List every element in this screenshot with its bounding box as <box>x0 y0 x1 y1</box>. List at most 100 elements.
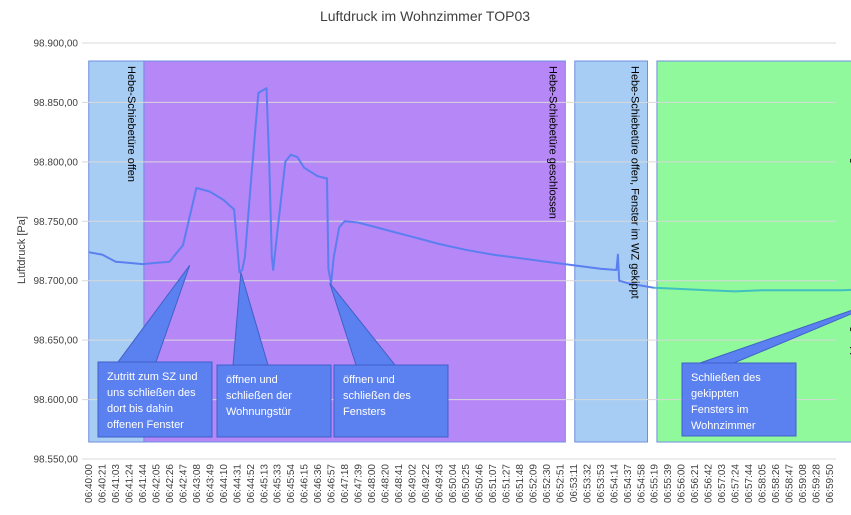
x-tick-label: 06:51:07 <box>488 464 499 503</box>
x-tick-label: 06:50:25 <box>461 464 472 503</box>
x-tick-label: 06:41:44 <box>138 464 149 503</box>
x-tick-label: 06:57:44 <box>744 464 755 503</box>
x-tick-label: 06:42:05 <box>152 464 163 503</box>
x-tick-label: 06:56:42 <box>704 464 715 503</box>
x-tick-label: 06:57:03 <box>717 464 728 503</box>
x-tick-label: 06:41:24 <box>125 464 136 503</box>
x-tick-label: 06:48:20 <box>380 464 391 503</box>
callout-text: Wohnungstür <box>226 406 292 418</box>
x-tick-label: 06:58:26 <box>771 464 782 503</box>
x-tick-label: 06:59:50 <box>825 464 836 503</box>
y-tick-label: 98.700,00 <box>34 276 79 287</box>
region-label-1: Hebe-Schiebetüre geschlossen <box>546 66 558 219</box>
y-tick-label: 98.850,00 <box>34 98 79 109</box>
region-label-3: Hebe-Schiebetüre geschlossen, Wohnzimmer… <box>849 66 851 362</box>
callout-text: schließen der <box>226 390 292 402</box>
x-tick-label: 06:54:37 <box>623 464 634 503</box>
y-tick-layer: 98.550,00 98.600,00 98.650,00 98.700,00 98.7… <box>34 39 79 466</box>
x-tick-label: 06:50:46 <box>475 464 486 503</box>
y-tick-label: 98.650,00 <box>34 336 79 347</box>
region-label-2: Hebe-Schiebetüre offen, Fenster im WZ ge… <box>629 66 641 299</box>
callout-box <box>333 364 449 438</box>
y-tick-label: 98.800,00 <box>34 157 79 168</box>
x-tick-label: 06:44:31 <box>232 464 243 503</box>
x-tick-label: 06:49:22 <box>421 464 432 503</box>
y-tick-label: 98.750,00 <box>34 217 79 228</box>
x-tick-layer: 06:40:00 06:40:21 06:41:03 06:41:24 06:41:44… <box>84 464 836 503</box>
callout-layer: Zutritt zum SZ und uns schließen des dort … <box>97 264 851 438</box>
x-tick-label: 06:47:18 <box>340 464 351 503</box>
x-tick-label: 06:53:11 <box>569 464 580 503</box>
x-tick-label: 06:52:09 <box>529 464 540 503</box>
x-tick-label: 06:44:10 <box>219 464 230 503</box>
callout-3: Schließen des gekippten Fensters im Wohnzim… <box>681 310 851 437</box>
x-tick-label: 06:59:08 <box>798 464 809 503</box>
callout-box <box>681 362 797 437</box>
x-tick-label: 06:55:19 <box>650 464 661 503</box>
x-tick-label: 06:42:47 <box>179 464 190 503</box>
callout-text: Fensters <box>343 406 386 418</box>
x-tick-label: 06:46:57 <box>327 464 338 503</box>
x-tick-label: 06:55:39 <box>663 464 674 503</box>
x-tick-label: 06:56:00 <box>677 464 688 503</box>
y-tick-label: 98.900,00 <box>34 39 79 50</box>
x-tick-label: 06:56:21 <box>690 464 701 503</box>
callout-text: Wohnzimmer <box>691 420 756 432</box>
x-tick-label: 06:41:03 <box>111 464 122 503</box>
x-tick-label: 06:58:47 <box>784 464 795 503</box>
x-tick-label: 06:53:53 <box>596 464 607 503</box>
x-tick-label: 06:45:33 <box>273 464 284 503</box>
callout-text: Schließen des <box>691 372 761 384</box>
x-tick-label: 06:57:24 <box>731 464 742 503</box>
x-tick-label: 06:59:28 <box>811 464 822 503</box>
callout-text: öffnen und <box>226 374 278 386</box>
x-tick-label: 06:58:05 <box>757 464 768 503</box>
x-tick-label: 06:49:43 <box>434 464 445 503</box>
callout-text: schließen des <box>343 390 411 402</box>
x-tick-label: 06:42:26 <box>165 464 176 503</box>
x-tick-label: 06:51:27 <box>502 464 513 503</box>
callout-text: Zutritt zum SZ und <box>107 371 197 383</box>
callout-text: uns schließen des <box>107 387 196 399</box>
chart-title: Luftdruck im Wohnzimmer TOP03 <box>320 8 530 24</box>
callout-text: offenen Fenster <box>107 419 184 431</box>
callout-2: öffnen und schließen des Fensters <box>329 282 449 438</box>
series-line-1 <box>654 286 851 293</box>
x-tick-label: 06:43:08 <box>192 464 203 503</box>
x-tick-label: 06:51:48 <box>515 464 526 503</box>
x-tick-label: 06:46:15 <box>300 464 311 503</box>
series-layer <box>88 87 851 293</box>
x-tick-label: 06:47:39 <box>354 464 365 503</box>
x-tick-label: 06:44:52 <box>246 464 257 503</box>
callout-text: dort bis dahin <box>107 403 173 415</box>
callout-text: Fensters im <box>691 404 748 416</box>
callout-0: Zutritt zum SZ und uns schließen des dort … <box>97 264 213 438</box>
x-tick-label: 06:54:58 <box>636 464 647 503</box>
x-tick-label: 06:40:21 <box>98 464 109 503</box>
series-line-0 <box>88 87 655 289</box>
callout-1: öffnen und schließen der Wohnungstür <box>216 272 332 438</box>
x-tick-label: 06:50:04 <box>448 464 459 503</box>
y-tick-label: 98.600,00 <box>34 395 79 406</box>
x-tick-label: 06:48:41 <box>394 464 405 503</box>
region-label-layer: Hebe-Schiebetüre offen Hebe-Schiebetüre g… <box>125 66 851 362</box>
x-tick-label: 06:48:00 <box>367 464 378 503</box>
callout-text: gekippten <box>691 388 739 400</box>
region-label-0: Hebe-Schiebetüre offen <box>125 66 137 182</box>
callout-box <box>97 361 213 438</box>
x-tick-label: 06:52:30 <box>542 464 553 503</box>
x-tick-label: 06:45:54 <box>286 464 297 503</box>
x-tick-label: 06:49:02 <box>407 464 418 503</box>
x-tick-label: 06:53:32 <box>582 464 593 503</box>
y-axis-label: Luftdruck [Pa] <box>16 216 28 284</box>
x-tick-label: 06:52:51 <box>556 464 567 503</box>
x-tick-label: 06:43:49 <box>205 464 216 503</box>
x-tick-label: 06:46:36 <box>313 464 324 503</box>
callout-text: öffnen und <box>343 374 395 386</box>
callout-box <box>216 364 332 438</box>
x-tick-label: 06:54:14 <box>609 464 620 503</box>
x-tick-label: 06:45:13 <box>259 464 270 503</box>
y-tick-label: 98.550,00 <box>34 455 79 466</box>
x-tick-label: 06:40:00 <box>84 464 95 503</box>
